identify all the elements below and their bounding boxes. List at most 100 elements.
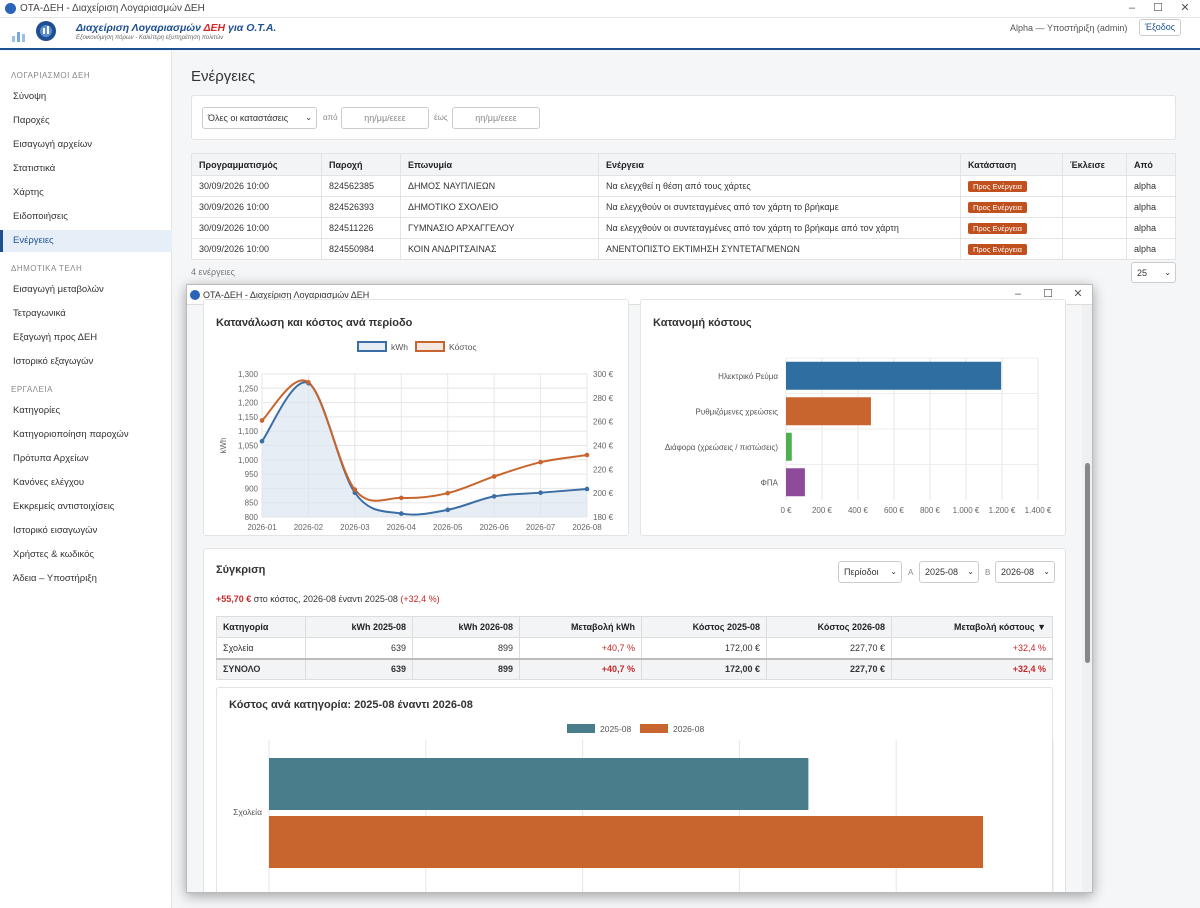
- sidebar-item-export[interactable]: Εξαγωγή προς ΔΕΗ: [13, 332, 98, 343]
- column-header[interactable]: Από: [1126, 153, 1176, 176]
- sidebar-item-map[interactable]: Χάρτης: [13, 187, 44, 198]
- y-tick-label: 1,300: [238, 370, 259, 379]
- column-header[interactable]: kWh 2026-08: [412, 616, 520, 638]
- data-point-cost: [491, 474, 497, 479]
- data-point-cost: [398, 495, 404, 501]
- sidebar-item-supplies[interactable]: Παροχές: [13, 115, 50, 126]
- cell-kwh-change: +40,7 %: [519, 657, 642, 680]
- table-row[interactable]: 30/09/2026 10:00 824511226 ΓΥΜΝΑΣΙΟ ΑΡΧΑ…: [191, 217, 1176, 239]
- sidebar-item-categorization[interactable]: Κατηγοριοποίηση παροχών: [13, 429, 129, 440]
- column-header[interactable]: Επωνυμία: [400, 153, 599, 176]
- y-tick-label: 900: [245, 484, 259, 493]
- column-header[interactable]: Προγραμματισμός: [191, 153, 322, 176]
- cell-cost-b: 227,70 €: [766, 657, 892, 680]
- column-header[interactable]: Κατηγορία: [216, 616, 306, 638]
- data-point-kwh: [398, 511, 404, 516]
- y2-tick-label: 180 €: [593, 513, 614, 522]
- cell-action: Να ελεγχθούν οι συντεταγμένες από τον χά…: [598, 196, 961, 218]
- column-header[interactable]: Μεταβολή κόστους ▼: [891, 616, 1053, 638]
- column-header[interactable]: Έκλεισε: [1062, 153, 1127, 176]
- period-b-label: B: [985, 568, 991, 577]
- y2-tick-label: 200 €: [593, 489, 614, 498]
- sidebar-item-import-changes[interactable]: Εισαγωγή μεταβολών: [13, 284, 104, 295]
- x-tick-label: 0 €: [780, 506, 792, 515]
- from-date-input[interactable]: ηη/μμ/εεεε: [341, 107, 429, 129]
- sidebar-item-users[interactable]: Χρήστες & κωδικός: [13, 549, 95, 560]
- comparison-bar-chart: 2025-08 2026-08 Σχολεία: [233, 724, 1054, 892]
- table-row[interactable]: Σχολεία 639 899 +40,7 % 172,00 € 227,70 …: [216, 637, 1053, 659]
- scrollbar-thumb[interactable]: [1085, 463, 1090, 663]
- y-axis-label: kWh: [219, 438, 228, 454]
- data-point-kwh: [538, 490, 543, 495]
- maximize-icon[interactable]: ☐: [1153, 2, 1163, 14]
- page-title: Ενέργειες: [191, 68, 256, 85]
- close-icon[interactable]: ✕: [1180, 2, 1190, 14]
- sidebar-item-summary[interactable]: Σύνοψη: [13, 91, 47, 102]
- mode-select[interactable]: Περίοδοι ⌄: [838, 561, 902, 583]
- comparison-table: Κατηγορία kWh 2025-08 kWh 2026-08 Μεταβο…: [216, 616, 1053, 680]
- cell-kwh-b: 899: [412, 637, 520, 659]
- logout-button[interactable]: Έξοδος: [1139, 19, 1181, 36]
- sidebar-item-file-templates[interactable]: Πρότυπα Αρχείων: [13, 453, 89, 464]
- sidebar-item-license[interactable]: Άδεια – Υποστήριξη: [13, 573, 97, 584]
- column-header[interactable]: kWh 2025-08: [305, 616, 413, 638]
- maximize-icon[interactable]: ☐: [1043, 288, 1053, 300]
- y-tick-label: 1,000: [238, 456, 259, 465]
- x-tick-label: 2026-06: [479, 523, 509, 530]
- data-point-kwh: [584, 486, 590, 492]
- sidebar-item-categories[interactable]: Κατηγορίες: [13, 405, 61, 416]
- column-header[interactable]: Παροχή: [321, 153, 401, 176]
- cell-kwh-a: 639: [305, 657, 413, 680]
- y-tick-label: 1,150: [238, 413, 259, 422]
- minimize-icon[interactable]: –: [1014, 288, 1022, 300]
- bar: [786, 468, 805, 497]
- cell-name: ΓΥΜΝΑΣΙΟ ΑΡΧΑΓΓΕΛΟΥ: [400, 217, 599, 239]
- column-header[interactable]: Μεταβολή kWh: [519, 616, 642, 638]
- y2-tick-label: 280 €: [593, 394, 614, 403]
- app-icon: [190, 290, 200, 300]
- sidebar-item-pending-matches[interactable]: Εκκρεμείς αντιστοιχίσεις: [13, 501, 115, 512]
- table-header-row: Κατηγορία kWh 2025-08 kWh 2026-08 Μεταβο…: [216, 616, 1053, 638]
- popup-title: ΟΤΑ-ΔΕΗ - Διαχείριση Λογαριασμών ΔΕΗ: [203, 290, 370, 300]
- cell-closed: [1062, 196, 1127, 218]
- column-header[interactable]: Κόστος 2026-08: [766, 616, 892, 638]
- close-icon[interactable]: ✕: [1073, 288, 1083, 300]
- data-point-kwh: [259, 438, 265, 444]
- status-badge: Προς Ενέργεια: [968, 243, 1028, 255]
- sidebar-item-square-meters[interactable]: Τετραγωνικά: [13, 308, 66, 319]
- cell-category: Σχολεία: [216, 637, 306, 659]
- sidebar-item-check-rules[interactable]: Κανόνες ελέγχου: [13, 477, 85, 488]
- cell-cost-change: +32,4 %: [891, 637, 1053, 659]
- sidebar-item-statistics[interactable]: Στατιστικά: [13, 163, 56, 174]
- legend-swatch-b: [640, 724, 668, 733]
- status-filter-select[interactable]: Όλες οι καταστάσεις ⌄: [202, 107, 317, 129]
- data-point-cost: [259, 418, 265, 423]
- sidebar-item-import-history[interactable]: Ιστορικό εισαγωγών: [13, 525, 98, 536]
- page-size-select[interactable]: 25 ⌄: [1131, 262, 1176, 283]
- period-b-select[interactable]: 2026-08 ⌄: [995, 561, 1055, 583]
- x-tick-label: 1.400 €: [1025, 506, 1052, 515]
- minimize-icon[interactable]: –: [1128, 2, 1136, 14]
- legend-label-cost: Κόστος: [449, 342, 477, 352]
- to-date-input[interactable]: ηη/μμ/εεεε: [452, 107, 540, 129]
- cell-by: alpha: [1126, 217, 1176, 239]
- sidebar-item-actions[interactable]: Ενέργειες: [0, 230, 172, 252]
- chevron-down-icon: ⌄: [1164, 268, 1171, 277]
- column-header[interactable]: Κατάσταση: [960, 153, 1063, 176]
- cell-schedule: 30/09/2026 10:00: [191, 238, 322, 260]
- x-tick-label: 400 €: [848, 506, 869, 515]
- table-row[interactable]: 30/09/2026 10:00 824550984 ΚΟΙΝ ΑΝΔΡΙΤΣΑ…: [191, 238, 1176, 260]
- period-a-select[interactable]: 2025-08 ⌄: [919, 561, 979, 583]
- y-tick-label: 800: [245, 513, 259, 522]
- column-header[interactable]: Ενέργεια: [598, 153, 961, 176]
- cell-status: Προς Ενέργεια: [960, 217, 1063, 239]
- chevron-down-icon: ⌄: [305, 113, 312, 122]
- window-title: ΟΤΑ-ΔΕΗ - Διαχείριση Λογαριασμών ΔΕΗ: [20, 3, 205, 14]
- sidebar-item-notifications[interactable]: Ειδοποιήσεις: [13, 211, 68, 222]
- table-row[interactable]: 30/09/2026 10:00 824526393 ΔΗΜΟΤΙΚΟ ΣΧΟΛ…: [191, 196, 1176, 218]
- table-row[interactable]: 30/09/2026 10:00 824562385 ΔΗΜΟΣ ΝΑΥΠΛΙΕ…: [191, 175, 1176, 197]
- chart-title: Κόστος ανά κατηγορία: 2025-08 έναντι 202…: [229, 699, 473, 711]
- sidebar-item-export-history[interactable]: Ιστορικό εξαγωγών: [13, 356, 94, 367]
- sidebar-item-file-import[interactable]: Εισαγωγή αρχείων: [13, 139, 93, 150]
- column-header[interactable]: Κόστος 2025-08: [641, 616, 767, 638]
